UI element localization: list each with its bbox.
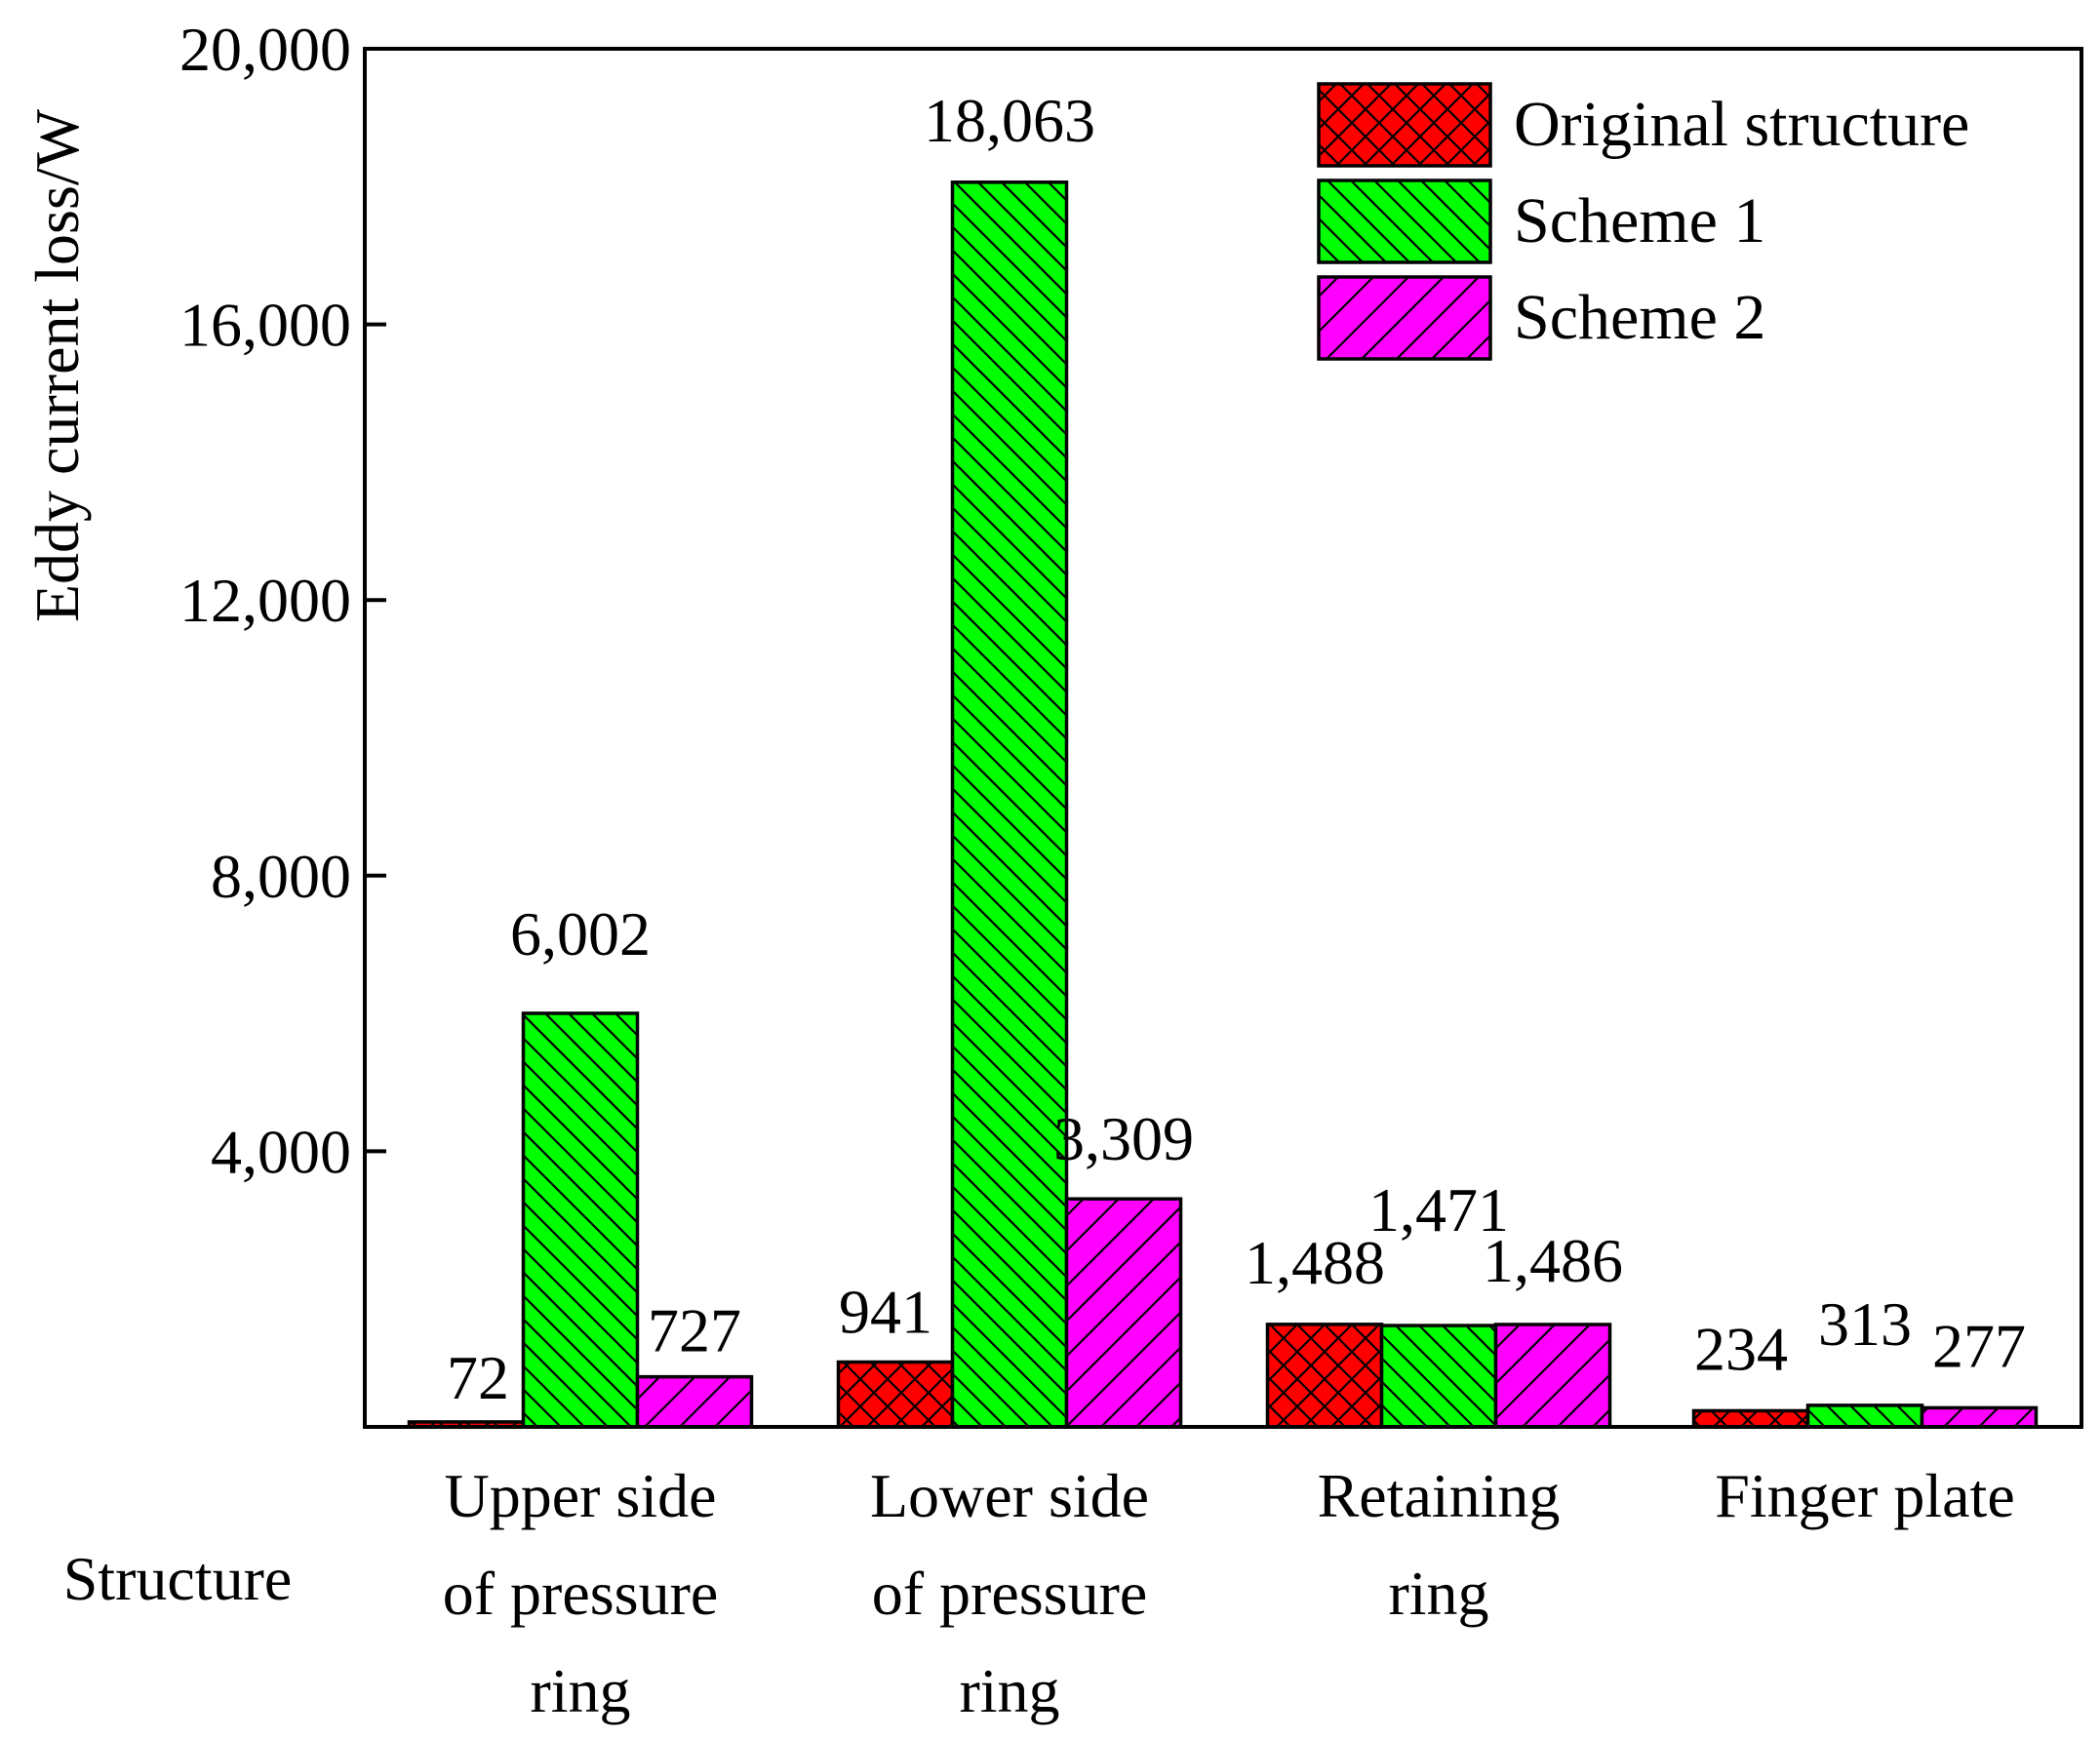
bar-scheme-2-finger-plate <box>1920 1405 2039 1429</box>
bar-scheme-1-lower-side-of-pressure-ring <box>950 180 1069 1429</box>
x-category-label-line: Finger plate <box>1715 1461 2014 1530</box>
x-category-label-line: ring <box>530 1656 630 1725</box>
x-axis-title: Structure <box>63 1544 293 1613</box>
data-label-scheme-2-lower-side-of-pressure-ring: 3,309 <box>1053 1104 1194 1173</box>
x-axis-category-labels: Upper side of pressure ring Lower side of pr… <box>443 1461 2015 1725</box>
legend: Original structure Scheme 1 Scheme 2 <box>1317 82 1969 361</box>
bar-original-structure-lower-side-of-pressure-ring <box>836 1360 955 1429</box>
data-label-scheme-2-finger-plate: 277 <box>1932 1311 2026 1380</box>
x-category-label-line: ring <box>959 1656 1059 1725</box>
bar-scheme-1-upper-side-of-pressure-ring <box>521 1011 640 1429</box>
bar-scheme-2-upper-side-of-pressure-ring <box>635 1374 754 1429</box>
x-category-label-line: ring <box>1388 1559 1488 1628</box>
legend-label-scheme-1: Scheme 1 <box>1514 185 1765 257</box>
bars-group <box>407 180 2039 1429</box>
y-tick-label: 12,000 <box>179 566 351 635</box>
bar-original-structure-retaining-ring <box>1265 1323 1384 1429</box>
y-tick-label: 4,000 <box>211 1117 351 1186</box>
data-label-original-structure-lower-side-of-pressure-ring: 941 <box>839 1278 932 1347</box>
y-tick-label: 8,000 <box>211 842 351 911</box>
y-axis-ticks: 4,000 8,000 12,000 16,000 20,000 <box>179 15 386 1186</box>
bar-scheme-2-lower-side-of-pressure-ring <box>1064 1197 1183 1429</box>
data-label-scheme-2-upper-side-of-pressure-ring: 727 <box>648 1296 741 1365</box>
y-axis-title: Eddy current loss/W <box>22 108 92 622</box>
plot-area-frame <box>363 47 2083 1429</box>
legend-swatch-scheme-1 <box>1317 178 1492 264</box>
bar-original-structure-finger-plate <box>1691 1408 1810 1429</box>
y-tick-label: 20,000 <box>179 15 351 84</box>
legend-label-scheme-2: Scheme 2 <box>1514 282 1765 353</box>
x-category-label-line: of pressure <box>872 1559 1148 1628</box>
data-label-original-structure-upper-side-of-pressure-ring: 72 <box>447 1343 509 1412</box>
bar-scheme-1-retaining-ring <box>1379 1324 1498 1429</box>
data-label-scheme-1-retaining-ring: 1,471 <box>1368 1175 1509 1245</box>
legend-label-original-structure: Original structure <box>1514 89 1969 160</box>
data-label-scheme-1-finger-plate: 313 <box>1818 1289 1912 1359</box>
bar-scheme-2-retaining-ring <box>1493 1323 1612 1429</box>
data-label-scheme-1-lower-side-of-pressure-ring: 18,063 <box>924 86 1095 155</box>
legend-swatch-scheme-2 <box>1317 275 1492 361</box>
data-label-scheme-2-retaining-ring: 1,486 <box>1483 1226 1623 1295</box>
bar-scheme-1-finger-plate <box>1805 1403 1924 1429</box>
data-label-scheme-1-upper-side-of-pressure-ring: 6,002 <box>510 899 651 968</box>
x-category-label-line: Lower side <box>870 1461 1149 1530</box>
x-category-label-line: Retaining <box>1318 1461 1561 1530</box>
legend-swatch-original-structure <box>1317 82 1492 168</box>
data-label-original-structure-retaining-ring: 1,488 <box>1245 1228 1385 1297</box>
x-category-label-line: Upper side <box>444 1461 716 1530</box>
data-label-original-structure-finger-plate: 234 <box>1694 1314 1788 1383</box>
y-tick-label: 16,000 <box>179 291 351 360</box>
x-category-label-line: of pressure <box>443 1559 719 1628</box>
